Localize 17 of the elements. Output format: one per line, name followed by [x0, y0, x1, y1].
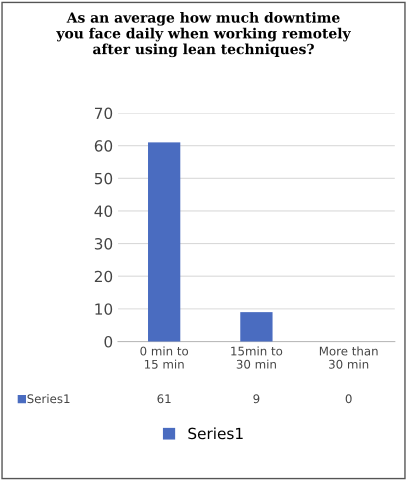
- legend-label: Series1: [188, 427, 243, 440]
- x-tick-label: 15min to 30 min: [231, 346, 282, 369]
- y-tick-label: 0: [104, 336, 112, 348]
- data-label: 9: [253, 394, 260, 404]
- x-tick-label: More than 30 min: [320, 346, 378, 369]
- y-tick-label: 50: [94, 172, 112, 184]
- y-tick-label: 10: [95, 303, 112, 315]
- y-tick-label: 70: [94, 108, 112, 120]
- y-tick-label: 30: [94, 238, 112, 250]
- data-label: 0: [346, 394, 352, 404]
- data-label: 61: [157, 394, 171, 404]
- chart-title: As an average how much downtime you face daily when working remotely after using lean techniques?: [56, 12, 351, 58]
- y-tick-label: 40: [94, 205, 112, 217]
- text: Series1: [27, 394, 70, 404]
- y-tick-label: 20: [94, 270, 112, 282]
- x-tick-label: 0 min to 15 min: [140, 346, 188, 369]
- y-tick-label: 60: [94, 140, 112, 152]
